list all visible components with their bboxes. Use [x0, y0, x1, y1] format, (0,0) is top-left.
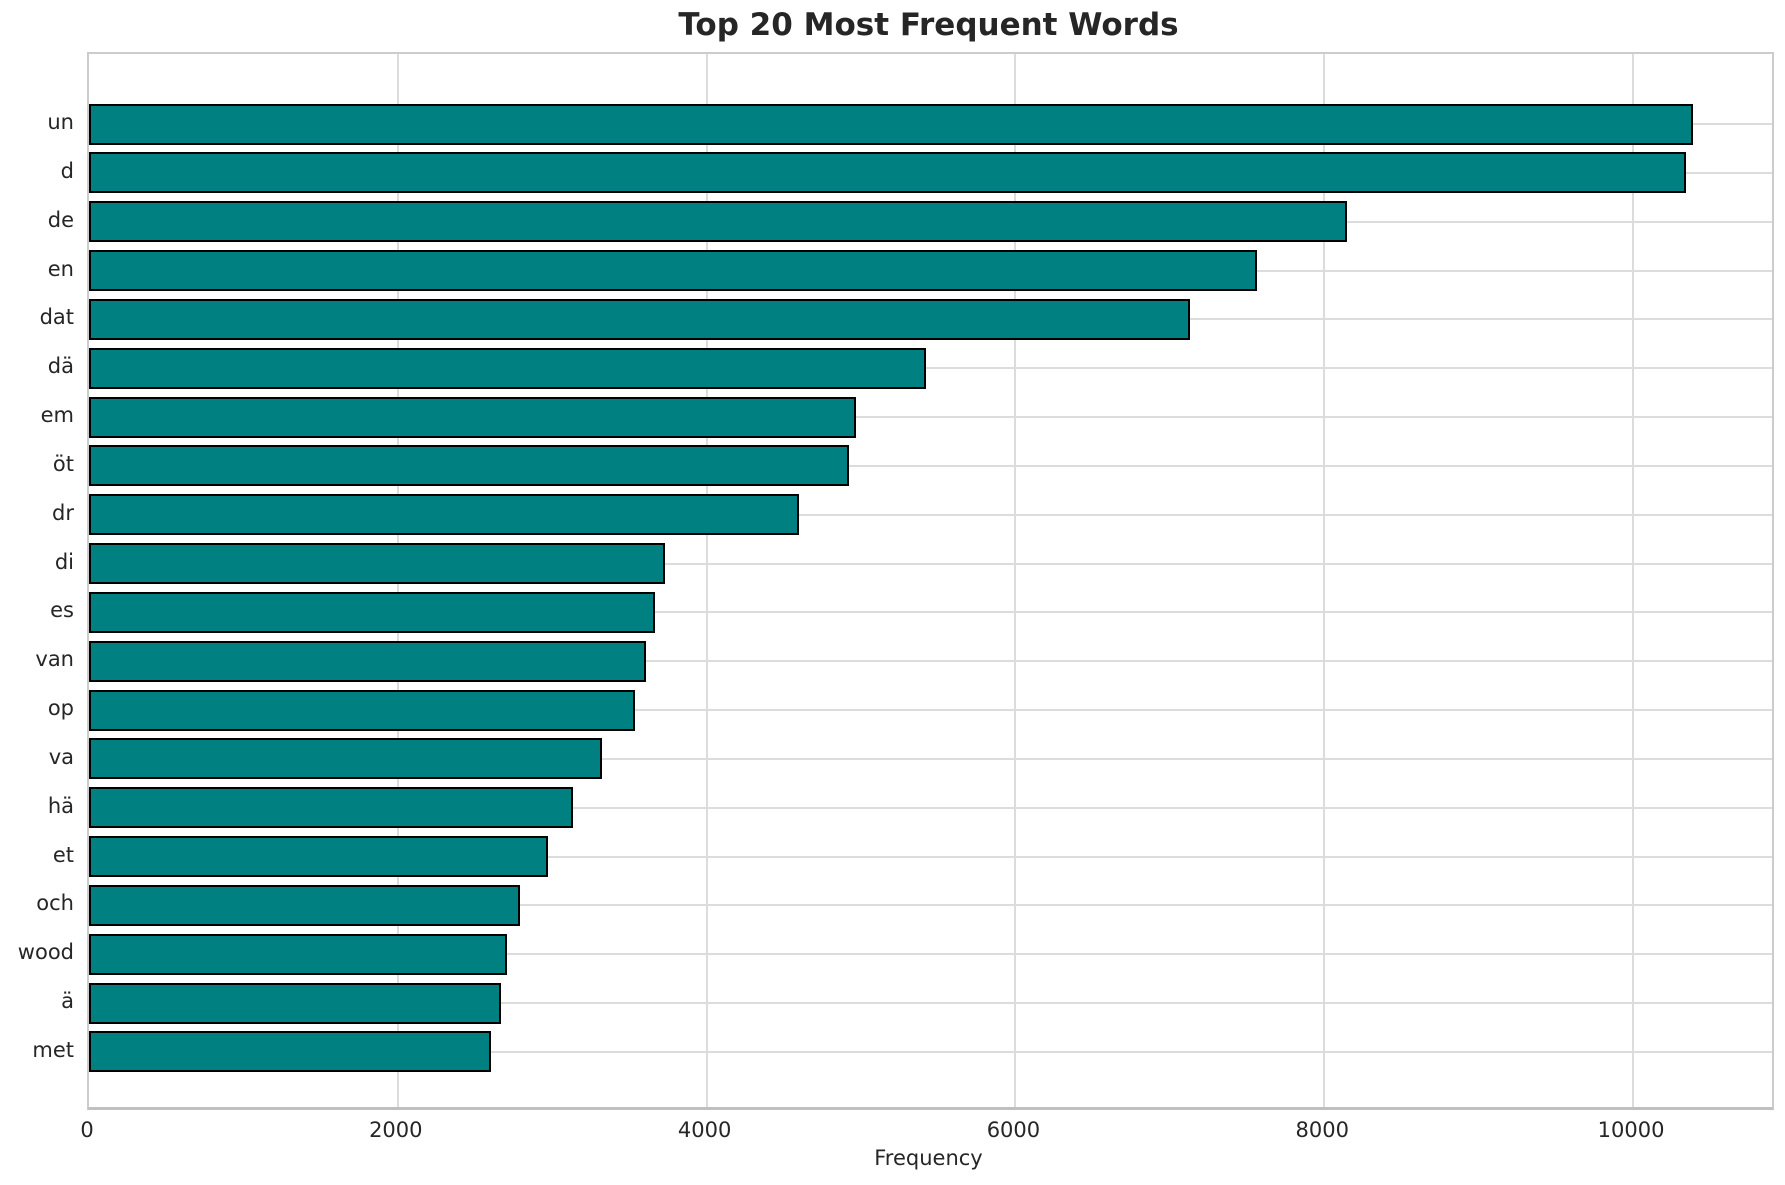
y-gridline	[89, 757, 1772, 760]
bar-de	[89, 201, 1348, 243]
x-tick-label: 6000	[986, 1118, 1041, 1142]
y-tick-label: en	[47, 256, 74, 281]
y-gridline	[89, 367, 1772, 370]
bar-en	[89, 250, 1258, 292]
plot-area	[87, 52, 1774, 1110]
y-tick-label: op	[47, 696, 74, 721]
y-tick-label: em	[40, 403, 74, 428]
x-tick-label: 10000	[1597, 1118, 1665, 1142]
y-gridline	[89, 904, 1772, 907]
y-tick-label: et	[52, 842, 74, 867]
y-gridline	[89, 1050, 1772, 1053]
bar-dr	[89, 494, 800, 536]
bar-met	[89, 1031, 492, 1073]
y-gridline	[89, 709, 1772, 712]
y-tick-label: es	[50, 598, 74, 623]
y-tick-label: dat	[39, 305, 74, 330]
x-tick-label: 8000	[1295, 1118, 1349, 1142]
bar-dat	[89, 298, 1190, 340]
x-axis-title: Frequency	[874, 1146, 983, 1170]
bar-es	[89, 591, 655, 633]
y-tick-label: van	[35, 647, 74, 672]
y-gridline	[89, 416, 1772, 419]
y-gridline	[89, 513, 1772, 516]
y-tick-label: hä	[47, 793, 74, 818]
y-tick-label: va	[48, 744, 74, 769]
bar-di	[89, 543, 665, 585]
y-tick-label: dr	[52, 500, 74, 525]
y-gridline	[89, 660, 1772, 663]
y-tick-label: wood	[17, 940, 74, 965]
y-tick-label: ä	[61, 989, 74, 1014]
y-tick-label: met	[32, 1037, 74, 1062]
bar-öt	[89, 445, 849, 487]
bar-d	[89, 152, 1686, 194]
y-gridline	[89, 1002, 1772, 1005]
chart-title: Top 20 Most Frequent Words	[678, 7, 1179, 43]
x-tick-label: 2000	[369, 1118, 423, 1142]
bar-em	[89, 396, 857, 438]
x-tick-label: 0	[80, 1118, 94, 1142]
y-tick-label: di	[54, 549, 74, 574]
y-gridline	[89, 611, 1772, 614]
x-gridline	[1323, 54, 1326, 1107]
y-gridline	[89, 562, 1772, 565]
bar-un	[89, 103, 1694, 145]
bar-et	[89, 836, 549, 878]
bar-dä	[89, 347, 926, 389]
bar-hä	[89, 787, 574, 829]
y-tick-label: och	[36, 891, 74, 916]
bar-ä	[89, 982, 502, 1024]
bar-op	[89, 689, 635, 731]
x-gridline	[1632, 54, 1635, 1107]
bar-och	[89, 884, 520, 926]
y-gridline	[89, 464, 1772, 467]
y-tick-label: öt	[52, 451, 74, 476]
y-tick-label: de	[47, 207, 74, 232]
y-gridline	[89, 806, 1772, 809]
y-gridline	[89, 953, 1772, 956]
bar-va	[89, 738, 602, 780]
x-gridline	[705, 54, 708, 1107]
x-tick-label: 4000	[677, 1118, 732, 1142]
y-tick-label: un	[47, 110, 74, 134]
y-gridline	[89, 855, 1772, 858]
y-tick-label: dä	[47, 354, 74, 379]
x-gridline	[1014, 54, 1017, 1107]
bar-van	[89, 640, 646, 682]
bar-wood	[89, 933, 507, 975]
y-tick-label: d	[60, 158, 74, 183]
